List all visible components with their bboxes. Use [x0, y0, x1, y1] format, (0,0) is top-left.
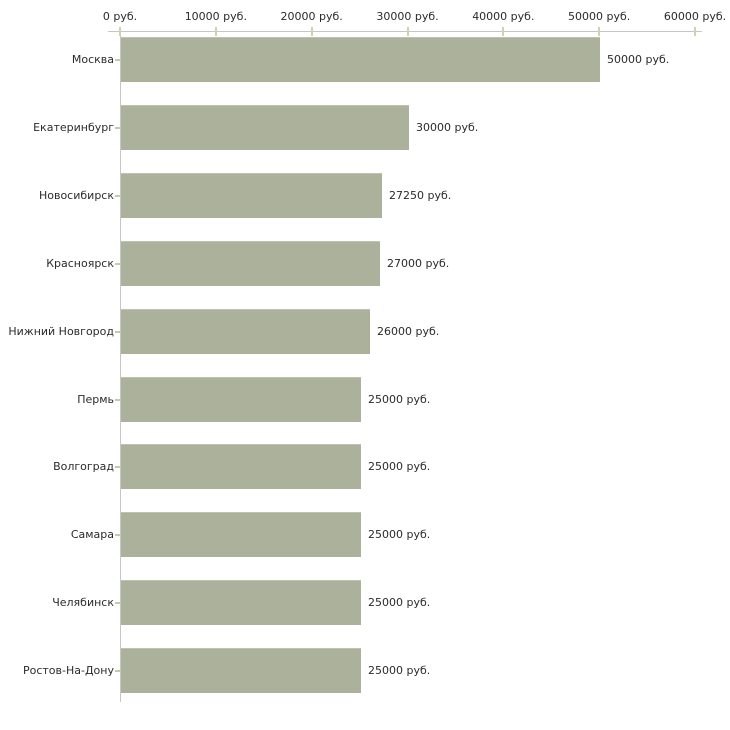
category-label: Москва	[71, 53, 114, 66]
category-label: Красноярск	[46, 256, 114, 270]
value-label: 26000 руб.	[377, 324, 440, 338]
category-label: Самара	[70, 528, 114, 542]
value-label: 50000 руб.	[607, 53, 670, 66]
category-label: Нижний Новгород	[8, 324, 114, 338]
value-label: 25000 руб.	[368, 460, 431, 474]
bar-6	[121, 444, 361, 490]
y-axis-tick	[115, 330, 121, 333]
y-axis-tick	[115, 534, 121, 537]
value-label: 25000 руб.	[368, 596, 431, 610]
y-axis-line	[120, 31, 121, 702]
category-label: Екатеринбург	[33, 120, 114, 134]
bar-9	[121, 648, 361, 694]
x-axis-tick	[502, 27, 505, 36]
category-label: Челябинск	[52, 596, 114, 610]
bar-7	[121, 512, 361, 558]
bar-2	[121, 172, 382, 218]
bar-5	[121, 376, 361, 422]
category-label: Пермь	[77, 392, 114, 406]
value-label: 25000 руб.	[368, 392, 431, 406]
y-axis-tick	[115, 194, 121, 197]
x-axis-line	[108, 31, 702, 32]
value-label: 30000 руб.	[416, 120, 479, 134]
x-axis-tick-label: 60000 руб.	[663, 10, 727, 23]
bar-8	[121, 580, 361, 626]
bar-1	[121, 104, 409, 150]
value-label: 27000 руб.	[387, 256, 450, 270]
x-axis-tick	[310, 27, 313, 36]
category-label: Новосибирск	[38, 188, 114, 202]
x-axis-tick-label: 30000 руб.	[376, 10, 439, 23]
x-axis-tick-label: 40000 руб.	[472, 10, 535, 23]
bar-3	[121, 240, 380, 286]
y-axis-tick	[115, 602, 121, 605]
y-axis-tick	[115, 670, 121, 673]
y-axis-tick	[115, 126, 121, 129]
x-axis-tick	[598, 27, 601, 36]
value-label: 25000 руб.	[368, 664, 431, 678]
x-axis-tick-label: 0 руб.	[102, 10, 138, 23]
x-axis-tick	[119, 27, 121, 36]
y-axis-tick	[115, 466, 121, 469]
category-label: Волгоград	[53, 460, 114, 474]
x-axis-tick-label: 50000 руб.	[568, 10, 631, 23]
bar-4	[121, 308, 370, 354]
y-axis-tick	[115, 398, 121, 401]
value-label: 27250 руб.	[389, 188, 452, 202]
x-axis-tick-label: 20000 руб.	[280, 10, 343, 23]
y-axis-tick	[115, 262, 121, 265]
x-axis-tick	[694, 27, 696, 36]
y-axis-tick	[115, 59, 121, 61]
x-axis-tick	[214, 27, 217, 36]
category-label: Ростов-На-Дону	[22, 664, 114, 678]
x-axis-tick-label: 10000 руб.	[184, 10, 247, 23]
value-label: 25000 руб.	[368, 528, 431, 542]
bar-0	[121, 37, 600, 82]
x-axis-tick	[406, 27, 409, 36]
